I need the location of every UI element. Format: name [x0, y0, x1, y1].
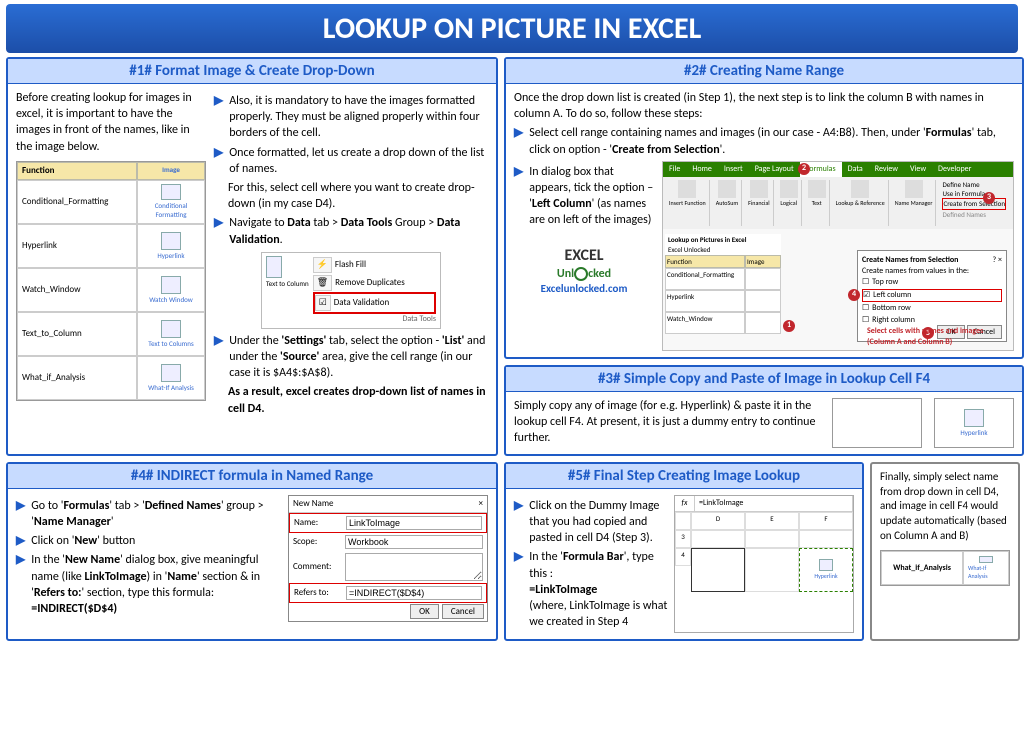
step1-b3: Navigate to Data tab > Data Tools Group …	[229, 215, 488, 247]
step1-b2: Once formatted, let us create a drop dow…	[229, 145, 488, 177]
step1-card: #1# Format Image & Create Drop-Down Befo…	[6, 57, 498, 456]
step4-card: #4# INDIRECT formula in Named Range ▶Go …	[6, 462, 498, 642]
step5-card: #5# Final Step Creating Image Lookup ▶Cl…	[504, 462, 864, 642]
step3-header: #3# Simple Copy and Paste of Image in Lo…	[506, 367, 1022, 392]
step1-intro: Before creating lookup for images in exc…	[16, 90, 206, 155]
step1-result: As a result, excel creates drop-down lis…	[228, 384, 488, 416]
bullet-icon: ▶	[214, 145, 223, 177]
th-image: Image	[137, 162, 205, 180]
callout-1: 1	[783, 320, 795, 332]
bullet-icon: ▶	[16, 533, 25, 549]
bullet-icon: ▶	[16, 552, 25, 617]
step1-table: Function Image Conditional_FormattingCon…	[16, 161, 206, 401]
blank-cell	[832, 398, 922, 448]
watermark: EXCEL Unlcked Excelunlocked.com	[514, 245, 654, 298]
table-row: What_if_Analysis	[17, 356, 137, 400]
bullet-icon: ▶	[514, 498, 523, 547]
bullet-icon: ▶	[514, 125, 523, 157]
cell-icon: Hyperlink	[137, 224, 205, 268]
cancel-button[interactable]: Cancel	[442, 604, 484, 619]
cell-icon: Text to Columns	[137, 312, 205, 356]
step4-b3: In the 'New Name' dialog box, give meani…	[31, 552, 280, 617]
formula-bar-screenshot: fx=LinkToImage DEF 3 4Hyperlink	[674, 495, 854, 634]
hyperlink-icon-cell: Hyperlink	[934, 398, 1014, 448]
step2-header: #2# Creating Name Range	[506, 59, 1022, 84]
step5-b2: In the 'Formula Bar', type this :=LinkTo…	[529, 549, 668, 630]
page-title: LOOKUP ON PICTURE IN EXCEL	[6, 4, 1018, 53]
new-name-dialog: New Name× Name: Scope: Comment: Refers t…	[288, 495, 488, 622]
table-row: Hyperlink	[17, 224, 137, 268]
bullet-icon: ▶	[214, 215, 223, 247]
step4-header: #4# INDIRECT formula in Named Range	[8, 464, 496, 489]
cell-icon: Watch Window	[137, 268, 205, 312]
step1-b1: Also, it is mandatory to have the images…	[229, 93, 488, 142]
final-text: Finally, simply select name from drop do…	[880, 470, 1010, 544]
th-function: Function	[17, 162, 137, 180]
cell-icon: What-If Analysis	[137, 356, 205, 400]
step3-card: #3# Simple Copy and Paste of Image in Lo…	[504, 365, 1024, 456]
step5-header: #5# Final Step Creating Image Lookup	[506, 464, 862, 489]
step2-b2: In dialog box that appears, tick the opt…	[529, 164, 654, 229]
step2-intro: Once the drop down list is created (in S…	[514, 90, 1014, 122]
name-input[interactable]	[346, 516, 482, 530]
table-row: Conditional_Formatting	[17, 180, 137, 224]
cell-icon: Conditional Formatting	[137, 180, 205, 224]
step2-card: #2# Creating Name Range Once the drop do…	[504, 57, 1024, 359]
ok-button[interactable]: OK	[410, 604, 439, 619]
callout-2: 2	[798, 163, 810, 175]
step1-b4: Under the 'Settings' tab, select the opt…	[229, 333, 488, 382]
final-card: Finally, simply select name from drop do…	[870, 462, 1020, 642]
refers-input[interactable]	[346, 586, 482, 600]
bullet-icon: ▶	[214, 93, 223, 142]
scope-input[interactable]	[345, 535, 483, 549]
step4-b2: Click on 'New' button	[31, 533, 135, 549]
bullet-icon: ▶	[514, 164, 523, 229]
step5-b1: Click on the Dummy Image that you had co…	[529, 498, 668, 547]
comment-input[interactable]	[345, 553, 483, 581]
callout-3: 3	[983, 192, 995, 204]
bullet-icon: ▶	[514, 549, 523, 630]
callout-4: 4	[848, 289, 860, 301]
bullet-icon: ▶	[214, 333, 223, 382]
table-row: Watch_Window	[17, 268, 137, 312]
ribbon-screenshot: FileHomeInsertPage LayoutFormulasDataRev…	[662, 161, 1014, 351]
step3-text: Simply copy any of image (for e.g. Hyper…	[514, 398, 824, 447]
step1-header: #1# Format Image & Create Drop-Down	[8, 59, 496, 84]
bullet-icon: ▶	[16, 498, 25, 530]
data-tools-screenshot: Text to Column ⚡Flash Fill 🗑Remove Dupli…	[261, 252, 441, 329]
step1-b2a: For this, select cell where you want to …	[228, 180, 488, 212]
step2-b1: Select cell range containing names and i…	[529, 125, 1014, 157]
table-row: Text_to_Column	[17, 312, 137, 356]
final-result: What_if_Analysis What-If Analysis	[880, 550, 1010, 586]
step4-b1: Go to 'Formulas' tab > 'Defined Names' g…	[31, 498, 280, 530]
step2-note: Select cells with names and images (Colu…	[867, 326, 1007, 348]
